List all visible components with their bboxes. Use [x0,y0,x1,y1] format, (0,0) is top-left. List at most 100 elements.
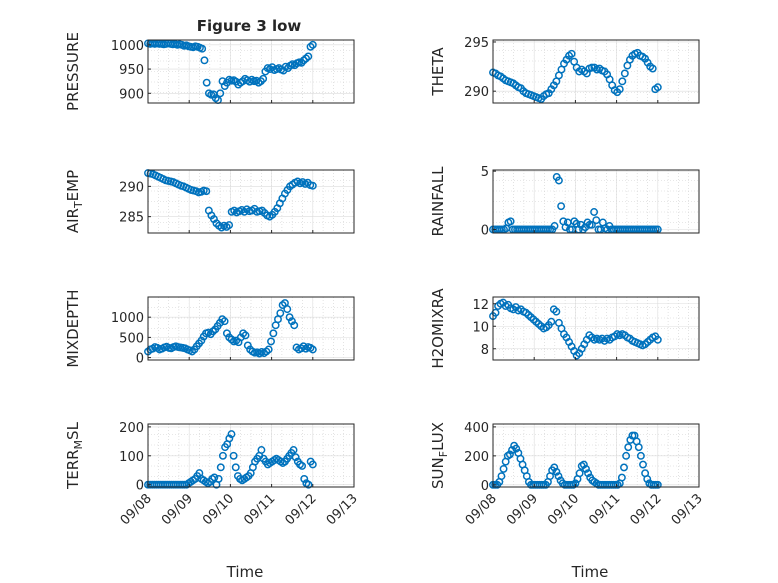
data-point [584,469,593,478]
data-point [550,463,559,472]
subplot-rainfall: 0 5 RAINFALL [429,165,700,239]
data-point [550,222,559,230]
subplot-h2omixra: 8 10 12 H2OMIXRA [429,288,700,369]
ytick-label: 1000 [111,39,144,54]
data-point [269,329,278,338]
data-point [264,345,273,354]
data-point [236,333,245,342]
ylabel: THETA [429,47,447,97]
xlabel: Time [226,563,264,581]
data-point [567,49,576,58]
ytick-label: 8 [481,343,489,358]
data-point [582,464,590,473]
data-point [643,475,652,483]
data-point [620,69,629,78]
ylabel: MIXDEPTH [64,289,82,367]
data-point [220,317,229,326]
xtick-label: 09/11 [586,491,623,528]
ylabel: PRESSURE [64,32,82,111]
data-point [491,308,500,317]
data-point [289,446,298,454]
data-point [547,317,556,326]
data-point [587,220,596,229]
data-point [653,480,662,489]
axes-frame [492,39,700,104]
xtick-label: 09/09 [504,491,541,528]
data-point [615,85,624,94]
ytick-label: 500 [119,331,144,346]
xtick-label: 09/10 [545,491,582,528]
data-point [259,74,268,83]
xlabel: Time [571,563,609,581]
data-point [229,451,238,460]
data-point [216,89,225,98]
ytick-label: 295 [464,36,489,51]
data-point [590,208,599,216]
ytick-label: 12 [472,298,489,313]
xtick-label: 09/12 [283,491,320,528]
data-point [197,336,206,345]
ytick-label: 290 [464,85,489,100]
data-point [202,78,211,87]
data-point [283,305,292,314]
data-point [216,463,225,472]
xtick-label: 09/13 [669,491,706,528]
ytick-label: 200 [464,450,489,465]
data-point [636,451,645,460]
axes-frame [492,296,700,361]
data-point [257,446,266,454]
data-point [618,77,627,86]
data-point [624,443,633,452]
data-point [225,221,234,230]
data-point [557,202,566,211]
data-point [622,451,631,460]
data-point [634,443,643,452]
data-point [285,313,294,322]
data-point [222,329,231,338]
data-point [276,309,285,318]
xtick-label: 09/09 [159,491,196,528]
data-point [506,217,515,226]
subplot-sun-flux: 0 200 400 SUNFLUX 09/08 09/09 09/10 09/11 09/12 0… [429,421,706,581]
subplot-mixdepth: 0 500 1000 MIXDEPTH [64,289,355,368]
axes-frame [147,39,355,104]
ytick-label: 0 [481,224,489,239]
ytick-label: 0 [481,479,489,494]
data-point [308,345,317,354]
data-point [554,472,563,481]
data-point [231,463,240,472]
figure-title: Figure 3 low [197,17,302,35]
xtick-label: 09/08 [463,491,500,528]
data-point [291,453,300,462]
data-point [243,341,252,350]
data-point [300,474,309,483]
ytick-label: 200 [119,421,144,436]
axes-frame [147,296,355,361]
ylabel: RAINFALL [429,166,447,237]
subplot-theta: 290 295 THETA [429,36,700,104]
data-point [617,473,626,482]
data-point [210,473,219,482]
data-point [512,444,521,453]
ytick-label: 290 [119,180,144,195]
subplot-air-temp: 285 290 AIRTEMP [64,169,355,234]
data-point [653,335,662,344]
data-point [241,331,250,340]
data-point [308,181,317,190]
data-point [499,464,508,473]
xtick-label: 09/08 [118,491,155,528]
data-point [304,480,313,489]
data-point [579,460,588,469]
data-point [653,83,662,92]
subplot-pressure: 900 950 1000 PRESSURE [64,32,355,111]
data-point [214,474,223,483]
xtick-label: 09/11 [241,491,278,528]
data-point [552,307,561,316]
axes-frame [492,169,700,234]
data-point [298,461,307,470]
data-point [200,56,209,65]
xtick-label: 09/13 [324,491,361,528]
ytick-label: 0 [136,479,144,494]
data-point [227,430,236,439]
